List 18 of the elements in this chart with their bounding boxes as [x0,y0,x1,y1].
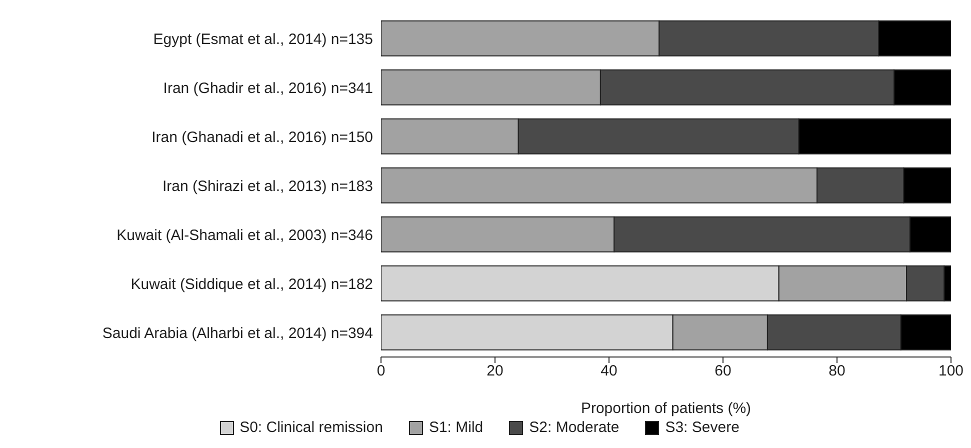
y-tick-label: Saudi Arabia (Alharbi et al., 2014) n=394 [102,324,373,342]
y-tick-label: Kuwait (Siddique et al., 2014) n=182 [130,276,373,293]
legend-label: S0: Clinical remission [240,419,383,436]
x-tick-label: 60 [714,362,732,380]
x-tick-label: 20 [486,362,504,380]
y-tick-label: Iran (Ghadir et al., 2016) n=341 [163,80,373,97]
y-tick-label: Kuwait (Al-Shamali et al., 2003) n=346 [116,226,373,244]
x-tick-label: 0 [376,362,386,380]
y-tick-label: Iran (Shirazi et al., 2013) n=183 [162,178,373,195]
x-tick-label: 40 [600,362,618,380]
y-tick-label: Egypt (Esmat et al., 2014) n=135 [153,30,373,48]
y-tick-label: Iran (Ghanadi et al., 2016) n=150 [152,128,373,146]
x-tick-label: 100 [938,362,964,380]
x-axis-title: Proportion of patients (%) [580,400,752,417]
legend-label: S2: Moderate [529,419,620,436]
legend-label: S3: Severe [665,419,740,436]
legend-label: S1: Mild [428,419,484,436]
x-tick-label: 80 [828,362,846,380]
